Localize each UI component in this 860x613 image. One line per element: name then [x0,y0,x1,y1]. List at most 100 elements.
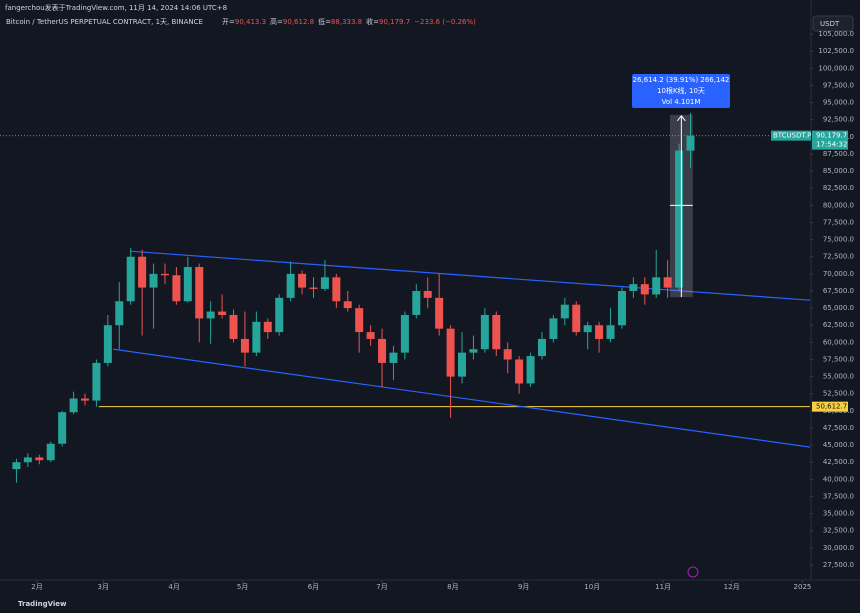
measure-label: Vol 4.101M [662,98,701,106]
candle-body [126,256,135,302]
y-tick-label: 102,500.0 [818,47,854,55]
y-tick-label: 57,500.0 [823,355,854,363]
x-tick-label: 2025 [794,583,812,591]
y-tick-label: 80,000.0 [823,201,854,209]
candle-body [560,304,569,319]
x-tick-label: 10月 [584,583,600,591]
candle-body [183,267,192,302]
candle-body [320,277,329,289]
legend-low-label: 低= [318,17,331,26]
candle-body [400,314,409,353]
y-tick-label: 105,000.0 [818,30,854,38]
candle-body [686,135,695,151]
candle-body [480,314,489,350]
legend-close-label: 收= [366,17,379,26]
legend-high: 90,612.8 [283,18,314,26]
candle-body [195,267,204,319]
footer [0,595,860,613]
y-tick-label: 67,500.0 [823,287,854,295]
y-tick-label: 95,000.0 [823,99,854,107]
x-tick-label: 11月 [655,583,671,591]
x-tick-label: 4月 [168,583,179,591]
y-tick-label: 37,500.0 [823,492,854,500]
currency-button[interactable] [812,15,854,32]
candle-body [629,284,638,291]
symbol-label: BTCUSDT.P [773,132,811,140]
candle-body [526,356,535,384]
trendline [129,250,811,301]
candle-body [149,273,158,288]
candle-body [663,277,672,288]
candle-body [652,277,661,295]
legend-change: −233.6 (−0.26%) [414,18,476,26]
legend-low: 88,333.8 [331,18,362,26]
legend-open: 90,413.3 [235,18,266,26]
candle-body [515,359,524,384]
candle-body [160,273,169,276]
y-tick-label: 85,000.0 [823,167,854,175]
y-tick-label: 92,500.0 [823,116,854,124]
candle-body [298,273,307,288]
candle-body [446,328,455,377]
y-tick-label: 40,000.0 [823,475,854,483]
y-tick-label: 47,500.0 [823,424,854,432]
candle-body [332,277,341,302]
candle-body [435,297,444,329]
candle-body [583,325,592,333]
event-icon[interactable] [687,566,699,578]
candle-body [286,273,295,298]
measure-label: 26,614.2 (39.91%) 266,142 [633,76,730,84]
candle-body [115,301,124,326]
symbol: Bitcoin / TetherUS PERPETUAL CONTRACT, 1… [6,18,203,26]
x-tick-label: 12月 [724,583,740,591]
price-label: 90,179.7 [816,132,847,140]
candle-body [80,398,89,401]
y-tick-label: 65,000.0 [823,304,854,312]
candle-body [263,321,272,333]
x-tick-label: 5月 [237,583,248,591]
x-tick-label: 7月 [376,583,387,591]
x-tick-label: 8月 [447,583,458,591]
y-tick-label: 30,000.0 [823,544,854,552]
candle-body [46,443,55,461]
x-tick-label: 2月 [31,583,42,591]
candle-body [640,284,649,295]
candle-body [92,362,101,401]
measure-label: 10根K线, 10天 [657,86,705,95]
y-tick-label: 35,000.0 [823,510,854,518]
candle-body [252,321,261,353]
y-tick-label: 27,500.0 [823,561,854,569]
y-tick-label: 45,000.0 [823,441,854,449]
candle-body [549,318,558,339]
candle-body [206,311,215,319]
candle-body [23,457,32,463]
legend-high-label: 高= [270,17,283,26]
measure-arrowhead [676,115,686,122]
measure-label-box [632,74,730,108]
legend-close: 90,179.7 [379,18,410,26]
candle-body [12,462,21,470]
level-label-box [812,401,848,412]
candle-body [378,338,387,363]
ohlc-legend: 开=90,413.3 高=90,612.8 低=88,333.8 收=90,179.7… [222,17,476,26]
price-label-box [812,130,848,150]
candle-body [103,325,112,363]
candle-body [595,325,604,339]
y-tick-label: 55,000.0 [823,373,854,381]
x-tick-label: 3月 [98,583,109,591]
candle-body [423,290,432,298]
y-tick-label: 82,500.0 [823,184,854,192]
y-tick-label: 87,500.0 [823,150,854,158]
candle-body [458,352,467,377]
candle-body [389,352,398,363]
candle-body [172,275,181,302]
candle-body [138,256,147,288]
y-tick-label: 75,000.0 [823,236,854,244]
candle-body [469,349,478,353]
candle-body [503,349,512,360]
y-tick-label: 70,000.0 [823,270,854,278]
y-tick-label: 60,000.0 [823,338,854,346]
candle-body [309,287,318,289]
